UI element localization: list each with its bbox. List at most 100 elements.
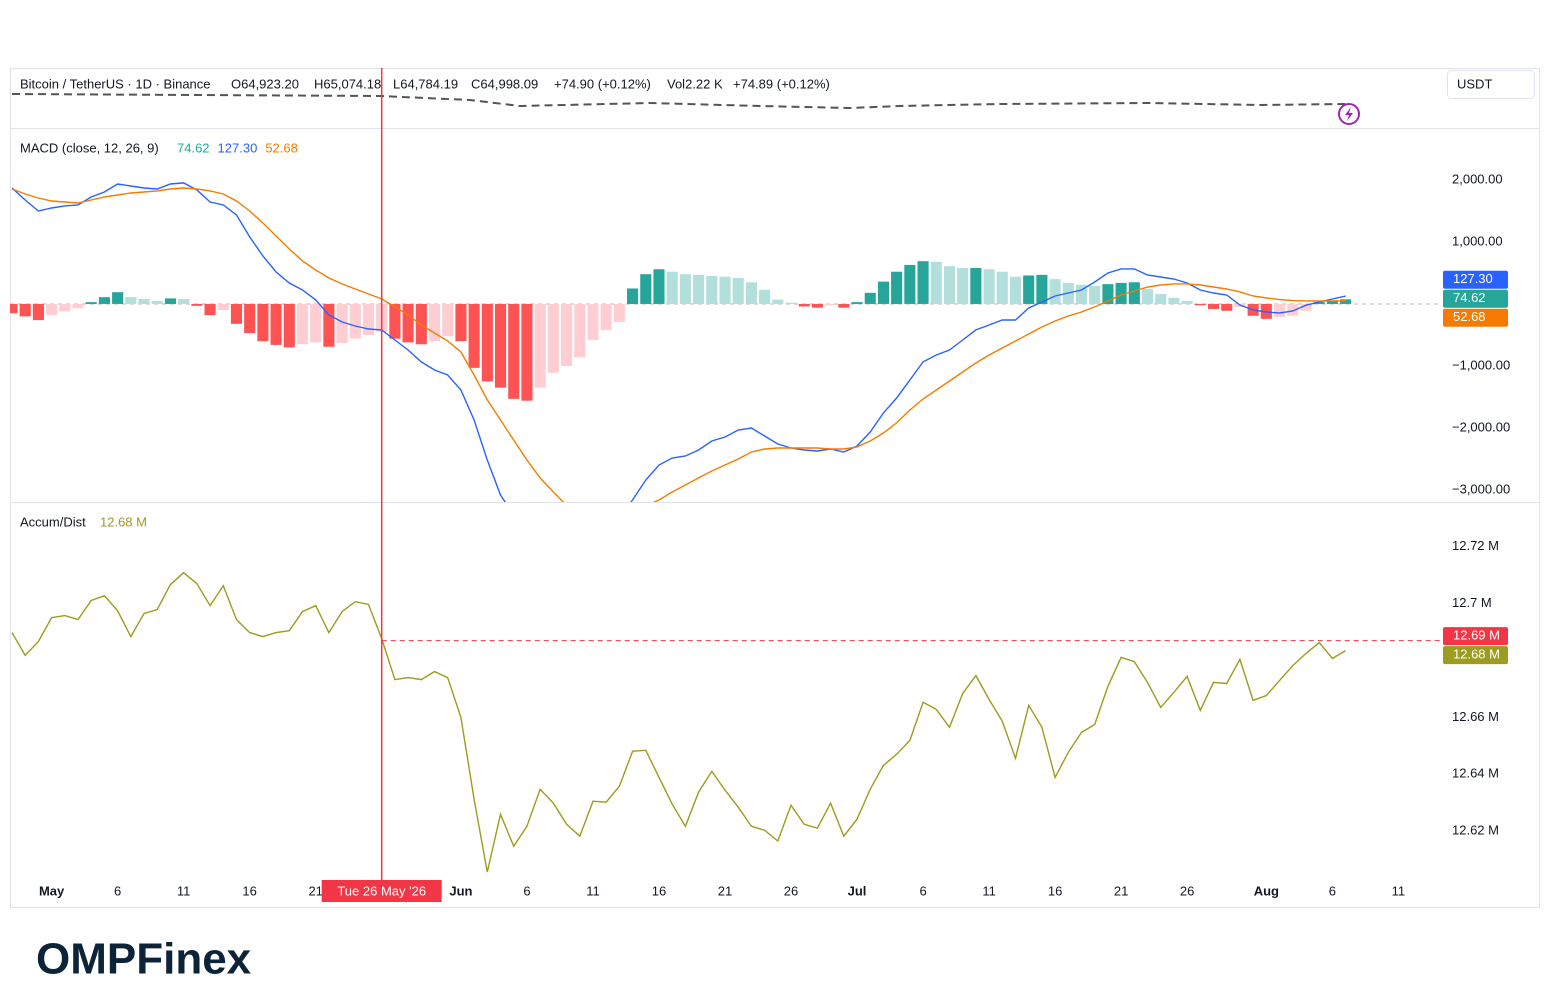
histogram-bar [59, 303, 71, 312]
x-tick-label: 6 [1329, 883, 1336, 898]
histogram-bar [1089, 285, 1101, 304]
histogram-bar [270, 303, 282, 345]
histogram-bar [389, 303, 401, 339]
x-tick-label: Jul [848, 883, 867, 898]
y-tick-label: 2,000.00 [1452, 171, 1503, 186]
histogram-bar [1313, 302, 1325, 304]
crosshair-date: Tue 26 May '26 [337, 883, 426, 898]
histogram-bar [1194, 303, 1206, 306]
price-tag-label: 127.30 [1453, 271, 1493, 286]
x-tick-label: 6 [919, 883, 926, 898]
histogram-bar [1036, 274, 1048, 304]
symbol: Bitcoin / TetherUS · 1D · Binance [20, 76, 211, 91]
histogram-bar [891, 271, 903, 304]
histogram-bar [798, 303, 810, 307]
histogram-bar [323, 303, 335, 347]
histogram-bar [257, 303, 269, 342]
price-candles [11, 93, 1346, 110]
x-tick-label: 16 [242, 883, 256, 898]
histogram-bar [1115, 282, 1127, 304]
x-tick-label: 11 [1392, 883, 1406, 898]
ad-title: Accum/Dist [20, 514, 86, 529]
histogram-bar [970, 268, 982, 304]
histogram-bar [98, 297, 110, 304]
histogram-bar [521, 303, 533, 401]
currency[interactable]: USDT [1457, 76, 1492, 91]
histogram-bar [1326, 300, 1338, 304]
ad-pane [11, 571, 1346, 873]
histogram-bar [772, 299, 784, 304]
histogram-bar [587, 303, 599, 340]
histogram-bar [32, 303, 44, 321]
histogram-bar [1340, 299, 1352, 304]
x-tick-label: 11 [177, 883, 191, 898]
histogram-bar [10, 303, 18, 314]
histogram-bar [1287, 303, 1299, 316]
x-tick-label: 26 [1180, 883, 1194, 898]
histogram-bar [1128, 282, 1140, 304]
macd-line [11, 187, 1346, 502]
y-tick-label: −2,000.00 [1452, 419, 1510, 434]
histogram-bar [138, 299, 150, 304]
histogram-bar [468, 303, 480, 368]
x-tick-label: 16 [1048, 883, 1062, 898]
histogram-bar [1221, 303, 1233, 311]
y2-tick-label: 12.62 M [1452, 823, 1499, 838]
histogram-bar [508, 303, 520, 399]
legend-value: 127.30 [218, 140, 258, 155]
histogram-bar [679, 274, 691, 304]
low: L64,784.19 [393, 76, 458, 91]
y-tick-label: −1,000.00 [1452, 357, 1510, 372]
histogram-bar [125, 297, 137, 304]
histogram-bar [230, 303, 243, 324]
histogram-bar [481, 303, 493, 382]
histogram-bar [151, 300, 163, 304]
histogram-bar [336, 303, 348, 344]
volume-change: +74.89 (+0.12%) [733, 76, 830, 91]
price-tag [1443, 289, 1508, 308]
alert-icon[interactable] [1338, 103, 1360, 125]
histogram-bar [943, 266, 956, 304]
histogram-bar [534, 303, 546, 388]
histogram-bar [640, 274, 652, 304]
currency-button[interactable] [1447, 70, 1535, 99]
histogram-bar [283, 303, 295, 348]
histogram-bar [838, 303, 850, 308]
macd-pane [10, 182, 1440, 502]
histogram-bar [204, 303, 216, 316]
histogram-bar [1274, 303, 1286, 317]
legend-value: 12.68 M [100, 514, 147, 529]
price-tag [1443, 646, 1508, 665]
histogram-bar [164, 298, 176, 304]
x-tick-label: 11 [586, 883, 600, 898]
price-tag-label: 74.62 [1453, 290, 1486, 305]
x-tick-label: 6 [114, 883, 121, 898]
crosshair-date-box [321, 880, 442, 902]
histogram-bar [1102, 284, 1114, 304]
histogram-bar [851, 302, 863, 304]
histogram-bar [547, 303, 559, 373]
histogram-bar [296, 303, 309, 345]
histogram-bar [19, 303, 31, 317]
histogram-bar [1181, 300, 1193, 304]
histogram-bar [72, 303, 84, 309]
macd-line [11, 182, 1346, 502]
y-tick-label: 1,000.00 [1452, 233, 1503, 248]
x-tick-label: Aug [1254, 883, 1279, 898]
histogram-bar [811, 303, 823, 308]
histogram-bar [310, 303, 322, 343]
histogram-bar [957, 268, 969, 304]
histogram-bar [561, 303, 573, 366]
histogram-bar [85, 302, 97, 304]
y2-tick-label: 12.64 M [1452, 766, 1499, 781]
bolt [1345, 107, 1353, 121]
histogram-bar [719, 276, 731, 304]
histogram-bar [442, 303, 454, 337]
histogram-bar [349, 303, 361, 339]
x-tick-label: May [39, 883, 65, 898]
price-tag [1443, 308, 1508, 327]
histogram-bar [877, 281, 889, 304]
histogram-bar [574, 303, 586, 358]
change: +74.90 (+0.12%) [554, 76, 651, 91]
x-tick-label: 16 [652, 883, 666, 898]
